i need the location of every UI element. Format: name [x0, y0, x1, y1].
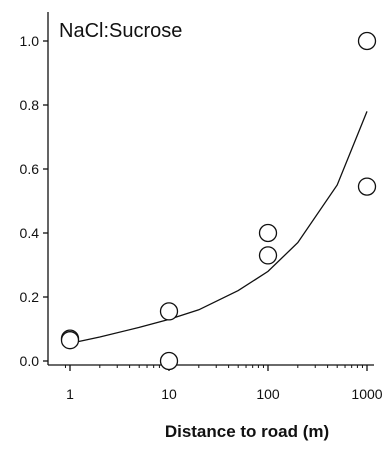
y-tick-label: 1.0: [20, 33, 40, 49]
data-point: [159, 302, 179, 321]
x-tick-label: 1: [66, 386, 74, 402]
data-point: [258, 223, 278, 243]
data-point: [357, 31, 377, 51]
x-tick-label: 1000: [351, 386, 382, 402]
fit-line-layer: [69, 111, 368, 345]
chart-title: NaCl:Sucrose: [59, 20, 182, 42]
points-layer: [60, 31, 377, 371]
data-point: [60, 331, 80, 350]
y-tick-label: 0.0: [20, 353, 40, 369]
y-tick-label: 0.8: [20, 97, 40, 113]
y-tick-label: 0.6: [20, 161, 40, 177]
data-point: [357, 177, 377, 196]
data-point: [258, 246, 278, 265]
axes-layer: 0.0 0.2 0.4 0.6 0.8 1.0 1 10 100 1000: [20, 12, 383, 402]
x-tick-label: 100: [256, 386, 280, 402]
x-axis-title: Distance to road (m): [165, 422, 329, 441]
y-tick-label: 0.4: [20, 225, 40, 241]
x-tick-label: 10: [161, 386, 177, 402]
fit-curve: [69, 111, 368, 345]
data-point: [159, 351, 179, 371]
y-tick-label: 0.2: [20, 289, 40, 305]
